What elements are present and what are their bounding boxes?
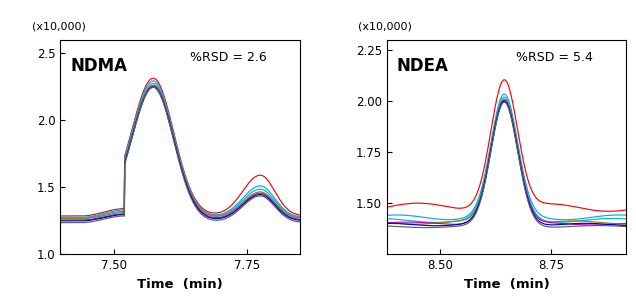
Text: %RSD = 5.4: %RSD = 5.4 <box>516 51 593 64</box>
Text: %RSD = 2.6: %RSD = 2.6 <box>190 51 266 64</box>
Text: (x10,000): (x10,000) <box>358 22 411 31</box>
Text: NDEA: NDEA <box>396 57 448 75</box>
X-axis label: Time  (min): Time (min) <box>464 278 550 290</box>
Text: NDMA: NDMA <box>70 57 127 75</box>
X-axis label: Time  (min): Time (min) <box>137 278 223 290</box>
Text: (x10,000): (x10,000) <box>32 22 85 31</box>
